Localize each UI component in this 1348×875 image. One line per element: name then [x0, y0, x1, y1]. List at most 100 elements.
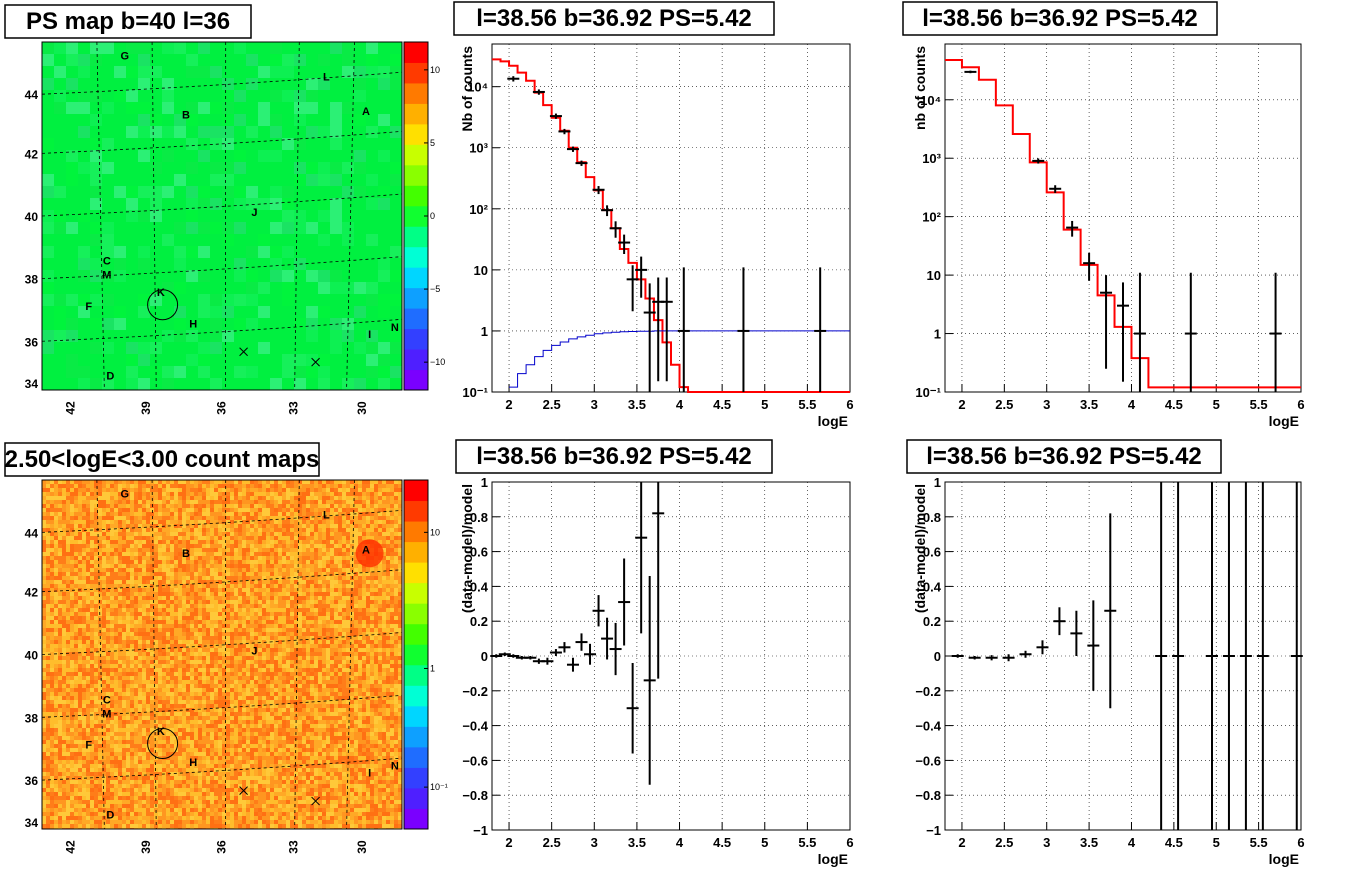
x-tick-label: 5 [1213, 835, 1220, 850]
data-point [1239, 482, 1252, 830]
source-label-B: B [182, 110, 190, 122]
source-label-C: C [103, 694, 111, 706]
data-point [524, 656, 537, 660]
x-tick-label: 4 [1128, 397, 1136, 412]
map-x-tick: 42 [63, 840, 77, 854]
data-point [1002, 654, 1015, 662]
data-point [1032, 158, 1045, 164]
data-point [566, 146, 579, 152]
colorbar-frame [403, 479, 429, 830]
y-axis-label: nb of counts [912, 46, 928, 130]
chart-panel-1: 2 2.5 3 3.5 4 4.5 5 5.5 6 10⁻¹ 1 10 10² 10³ 10⁴ logE nb … [912, 43, 1305, 429]
data-point [643, 575, 656, 785]
data-point [507, 76, 520, 82]
data-point [814, 267, 827, 392]
y-tick-label: −0.2 [462, 684, 488, 699]
chart-title-0: l=38.56 b=36.92 PS=5.42 [476, 5, 752, 32]
x-tick-label: 6 [1297, 397, 1304, 412]
x-tick-label: 2.5 [543, 397, 561, 412]
chart-title-2: l=38.56 b=36.92 PS=5.42 [476, 443, 752, 470]
x-tick-label: 5 [761, 397, 768, 412]
data-point [1036, 640, 1049, 655]
y-axis-label: (data-model)/model [912, 484, 928, 613]
chart-title-3-box [906, 439, 1222, 474]
source-label-J: J [251, 207, 257, 219]
data-point [575, 160, 588, 166]
y-tick-label: 0.4 [923, 579, 942, 594]
source-label-D: D [106, 810, 114, 822]
y-tick-label: −0.8 [462, 788, 488, 803]
map-y-tick: 40 [25, 649, 39, 663]
x-tick-label: 5.5 [1250, 397, 1268, 412]
map-x-tick: 39 [139, 840, 153, 854]
source-label-N: N [391, 322, 399, 334]
x-mark-icon [239, 786, 248, 795]
map-x-tick: 39 [139, 401, 153, 415]
x-tick-label: 5 [1213, 397, 1220, 412]
data-point [1087, 600, 1100, 691]
x-axis-label: logE [1269, 413, 1299, 429]
y-tick-label: 0 [481, 649, 488, 664]
circle-icon [147, 727, 179, 759]
y-tick-label: −0.4 [462, 719, 488, 734]
y-tick-label: 10³ [469, 141, 488, 156]
circle-icon [147, 289, 179, 321]
colorbar-tick-label: 10⁻¹ [430, 782, 448, 792]
map-y-tick: 34 [25, 377, 39, 391]
x-tick-label: 3.5 [1080, 835, 1098, 850]
x-tick-label: 2 [505, 397, 512, 412]
data-point [549, 113, 562, 119]
y-tick-label: 0.6 [923, 545, 941, 560]
x-tick-label: 3.5 [628, 397, 646, 412]
y-tick-label: −0.6 [462, 753, 488, 768]
data-point [592, 186, 605, 195]
y-tick-label: 0.2 [923, 614, 941, 629]
x-tick-label: 6 [1297, 835, 1304, 850]
y-tick-label: 10² [469, 202, 488, 217]
chart-title-2-box [455, 439, 773, 474]
graticule [41, 41, 403, 391]
data-point [532, 89, 545, 95]
map-y-tick: 36 [25, 774, 39, 788]
data-point [635, 482, 648, 634]
data-point [618, 234, 631, 254]
x-tick-label: 5 [761, 835, 768, 850]
source-label-C: C [103, 256, 111, 268]
source-label-F: F [85, 740, 92, 752]
data-point [1104, 513, 1117, 709]
data-point [1133, 272, 1146, 392]
source-label-N: N [391, 761, 399, 773]
map-x-tick: 36 [215, 401, 229, 415]
data-point [609, 221, 622, 238]
x-tick-label: 6 [846, 397, 853, 412]
chart-panel-3: 2 2.5 3 3.5 4 4.5 5 5.5 6 1 0.8 0.6 0.4 0.2 0 −0.2 −0.4 −… [912, 475, 1305, 867]
map-frame [41, 41, 403, 391]
y-tick-label: 10⁻¹ [462, 385, 488, 400]
data-point [584, 643, 597, 665]
data-point [1269, 272, 1282, 392]
source-label-G: G [121, 50, 130, 62]
data-point [1049, 185, 1062, 193]
map-x-tick: 33 [287, 840, 301, 854]
chart-title-0-box [453, 1, 775, 36]
colorbar-tick-label: −10 [430, 357, 445, 367]
y-tick-label: −0.8 [915, 788, 941, 803]
source-label-J: J [251, 646, 257, 658]
y-tick-label: 10⁴ [920, 93, 941, 108]
x-tick-label: 5.5 [798, 835, 816, 850]
y-tick-label: 10 [927, 268, 941, 283]
y-axis-label: Nb of counts [459, 46, 475, 132]
y-tick-label: −1 [926, 823, 941, 838]
map-x-tick: 36 [215, 840, 229, 854]
chart-title-1: l=38.56 b=36.92 PS=5.42 [922, 5, 1198, 32]
data-point [677, 267, 690, 392]
source-label-H: H [189, 757, 197, 769]
y-tick-label: 10² [922, 210, 941, 225]
map-y-tick: 44 [25, 526, 39, 540]
data-point [643, 283, 656, 392]
y-tick-label: 1 [481, 324, 488, 339]
x-tick-label: 3 [591, 835, 598, 850]
y-tick-label: 0.2 [470, 614, 488, 629]
